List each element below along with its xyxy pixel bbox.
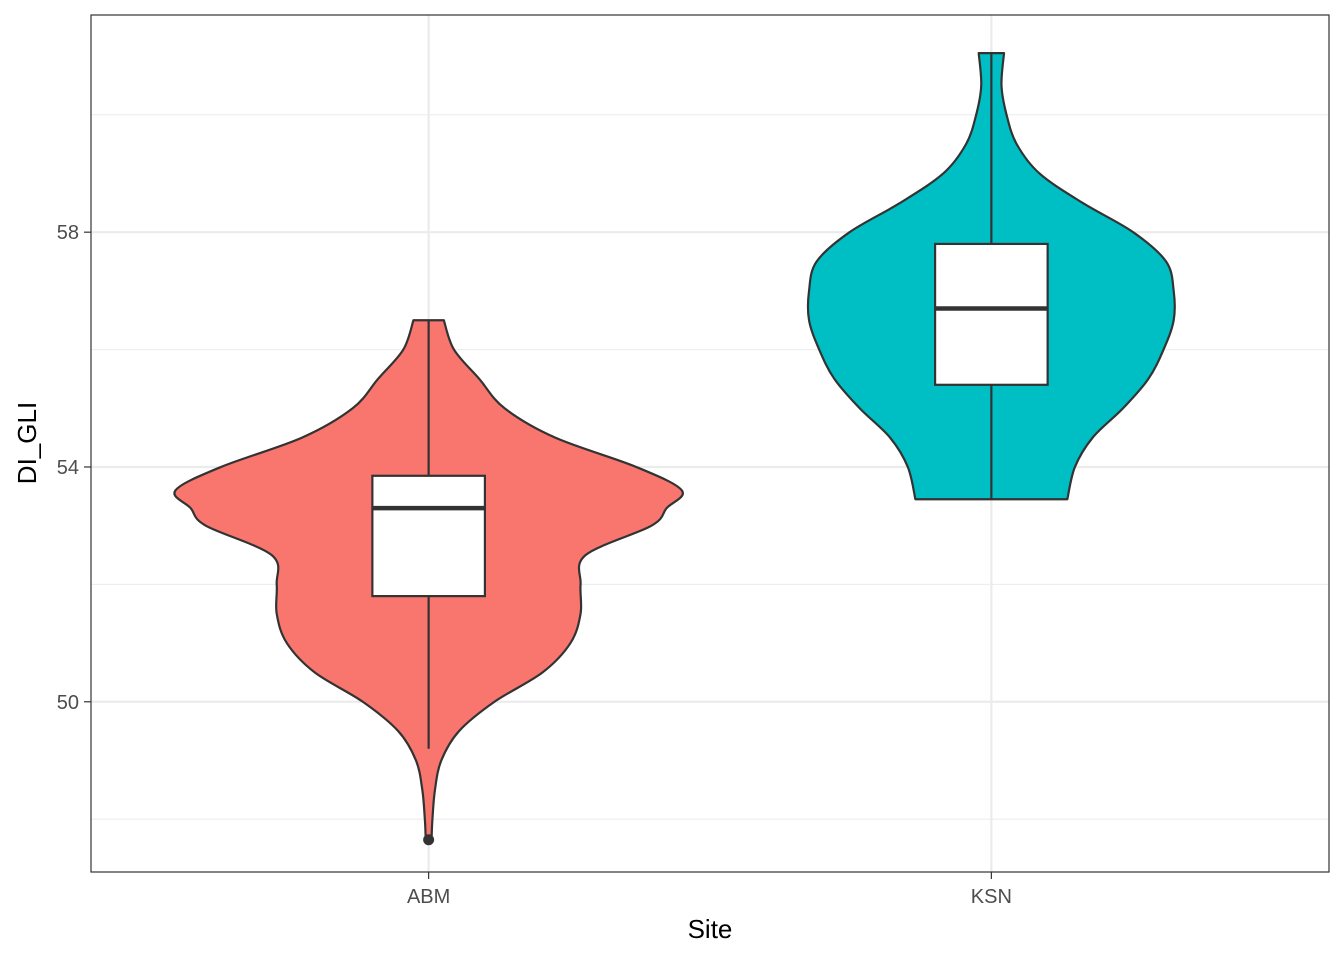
y-tick-label: 50 <box>57 692 79 714</box>
violin-group-abm <box>173 319 684 846</box>
plot-panel-border <box>90 14 1330 873</box>
outlier-point <box>423 834 435 846</box>
y-tick-label: 58 <box>57 222 79 244</box>
box-ksn <box>933 242 1049 386</box>
y-axis: 50 54 58 <box>57 222 91 714</box>
x-axis-title: Site <box>688 914 733 944</box>
x-tick-label: KSN <box>971 886 1012 908</box>
violin-group-ksn <box>806 52 1176 501</box>
violins <box>173 52 1176 846</box>
x-axis: ABM KSN <box>407 872 1012 908</box>
y-axis-title: DI_GLI <box>12 402 42 484</box>
plot-panel-background <box>91 15 1329 872</box>
box-abm <box>371 474 487 598</box>
x-tick-label: ABM <box>407 886 450 908</box>
y-tick-label: 54 <box>57 457 79 479</box>
